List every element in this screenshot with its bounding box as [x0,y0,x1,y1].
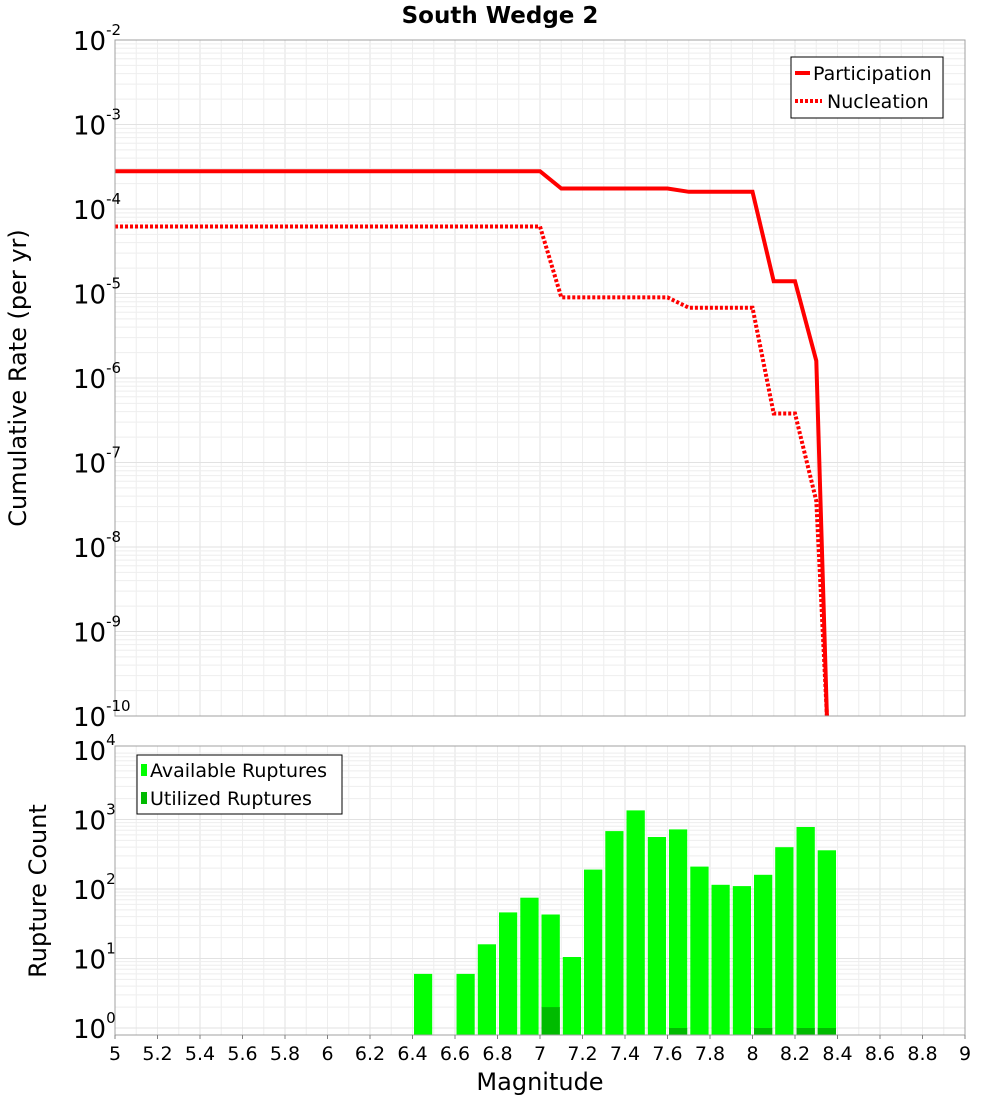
available-bar [732,886,751,1035]
chart-title: South Wedge 2 [402,3,599,29]
x-tick-label: 6.6 [440,1043,470,1065]
available-bar [605,831,624,1035]
x-tick-label: 7.4 [610,1043,640,1065]
x-tick-label: 7.6 [652,1043,682,1065]
bottom-plot-bars [414,810,836,1035]
available-bar [499,912,518,1035]
bottom-x-ticks: 5 5.2 5.4 5.6 5.8 6 6.2 6.4 6.6 6.8 7 7.2 7.4 7.6 7.8 8… [109,1035,971,1065]
top-plot-frame [114,39,966,717]
x-tick-label: 5 [109,1043,121,1065]
utilized-bar [817,1028,836,1035]
available-bar [711,884,730,1035]
top-legend-box [790,56,944,119]
x-tick-label: 6 [321,1043,333,1065]
available-bar [690,866,709,1035]
x-tick-label: 8.8 [907,1043,937,1065]
utilized-bar [796,1028,815,1035]
x-tick-label: 5.6 [227,1043,257,1065]
legend-participation-label: Participation [813,63,932,85]
available-bar [647,837,666,1035]
bottom-y-tick-label: 103 [73,801,116,837]
x-tick-label: 6.4 [397,1043,427,1065]
available-bar [541,914,560,1035]
top-legend: Participation Nucleation [790,56,944,119]
top-y-tick-label: 10-5 [73,275,121,311]
x-axis-label: Magnitude [476,1068,603,1096]
available-bar [669,829,688,1035]
top-y-axis-label: Cumulative Rate (per yr) [4,229,32,527]
x-tick-label: 7.8 [695,1043,725,1065]
available-bar [414,973,433,1035]
utilized-bar [541,1007,560,1035]
x-tick-label: 9 [959,1043,971,1065]
x-tick-label: 8.4 [822,1043,852,1065]
utilized-bar [669,1028,688,1035]
top-y-tick-label: 10-7 [73,444,121,480]
top-y-ticks: 10-10 10-9 10-8 10-7 10-6 10-5 10-4 10-3 10-2 [73,21,131,733]
utilized-bar [754,1028,773,1035]
top-y-tick-label: 10-4 [73,190,121,226]
top-y-tick-label: 10-8 [73,528,121,564]
x-tick-label: 8.6 [865,1043,895,1065]
bottom-y-tick-label: 100 [73,1009,116,1045]
available-bar [456,973,475,1035]
available-bar [796,827,815,1035]
available-bar [754,874,773,1035]
bottom-y-ticks: 100 101 102 103 104 [73,731,116,1045]
legend-available-swatch [141,764,147,776]
legend-utilized-swatch [141,792,147,804]
x-tick-label: 7 [534,1043,546,1065]
available-bar [520,897,539,1035]
legend-utilized-label: Utilized Ruptures [150,788,312,810]
x-tick-label: 5.8 [270,1043,300,1065]
top-y-tick-label: 10-9 [73,613,121,649]
top-plot-lines [115,169,829,717]
available-bar [562,957,581,1035]
bottom-y-axis-label: Rupture Count [24,804,52,978]
bottom-y-tick-label: 102 [73,870,116,906]
top-y-tick-label: 10-10 [73,697,131,733]
series-line-participation [115,169,829,717]
top-y-tick-label: 10-6 [73,359,121,395]
available-bar [626,810,645,1035]
x-tick-label: 8.2 [780,1043,810,1065]
series-line-nucleation [115,224,829,717]
bottom-y-tick-label: 104 [73,731,116,767]
bottom-legend-box [136,754,343,815]
bottom-y-tick-label: 101 [73,940,116,976]
top-y-tick-label: 10-3 [73,106,121,142]
x-tick-label: 6.8 [482,1043,512,1065]
available-bar [817,850,836,1035]
x-tick-label: 7.2 [567,1043,597,1065]
x-tick-label: 5.2 [142,1043,172,1065]
x-tick-label: 5.4 [185,1043,215,1065]
available-bar [477,944,496,1035]
top-plot-grid [114,40,966,717]
available-bar [584,869,603,1035]
available-bar [775,847,794,1035]
legend-nucleation-label: Nucleation [827,91,929,113]
bottom-legend: Available Ruptures Utilized Ruptures [136,754,343,815]
top-y-tick-label: 10-2 [73,21,121,57]
x-tick-label: 8 [746,1043,758,1065]
x-tick-label: 6.2 [355,1043,385,1065]
legend-available-label: Available Ruptures [150,760,327,782]
